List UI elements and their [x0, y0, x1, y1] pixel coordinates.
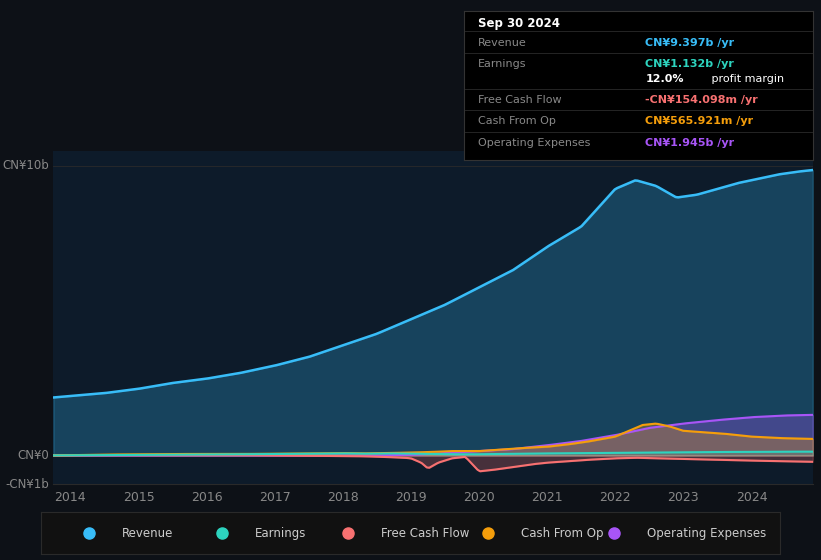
Text: Revenue: Revenue — [122, 527, 174, 540]
Text: CN¥1.132b /yr: CN¥1.132b /yr — [645, 59, 734, 69]
Text: Sep 30 2024: Sep 30 2024 — [478, 17, 560, 30]
Text: Free Cash Flow: Free Cash Flow — [381, 527, 470, 540]
Text: CN¥565.921m /yr: CN¥565.921m /yr — [645, 116, 754, 127]
Text: Free Cash Flow: Free Cash Flow — [478, 95, 562, 105]
Text: CN¥0: CN¥0 — [18, 449, 49, 462]
Text: Operating Expenses: Operating Expenses — [478, 138, 590, 148]
Text: Cash From Op: Cash From Op — [478, 116, 556, 127]
Text: Earnings: Earnings — [255, 527, 307, 540]
Text: CN¥9.397b /yr: CN¥9.397b /yr — [645, 38, 735, 48]
Text: CN¥1.945b /yr: CN¥1.945b /yr — [645, 138, 735, 148]
Text: 12.0%: 12.0% — [645, 74, 684, 84]
Text: Cash From Op: Cash From Op — [521, 527, 603, 540]
Text: CN¥10b: CN¥10b — [2, 159, 49, 172]
Text: Operating Expenses: Operating Expenses — [647, 527, 766, 540]
Text: Revenue: Revenue — [478, 38, 526, 48]
Text: -CN¥154.098m /yr: -CN¥154.098m /yr — [645, 95, 758, 105]
Text: Earnings: Earnings — [478, 59, 526, 69]
Text: -CN¥1b: -CN¥1b — [6, 478, 49, 491]
Text: profit margin: profit margin — [708, 74, 784, 84]
